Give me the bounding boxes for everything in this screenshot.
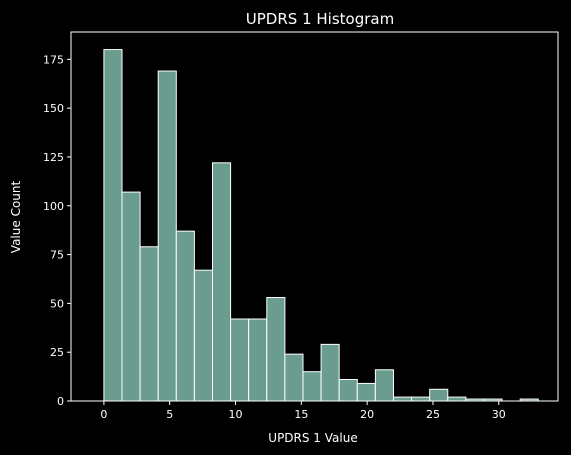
y-tick-label: 150 <box>43 102 64 115</box>
histogram-bar <box>356 382 376 402</box>
histogram-bar <box>392 396 413 402</box>
histogram-bar <box>284 353 304 402</box>
histogram-bar <box>447 396 467 402</box>
x-axis-label: UPDRS 1 Value <box>268 431 357 445</box>
y-tick-label: 25 <box>50 346 64 359</box>
bars-group <box>103 49 539 402</box>
x-axis: 0 5 10 15 20 25 30 <box>100 401 506 421</box>
x-tick-label: 30 <box>492 408 506 421</box>
histogram-bar <box>103 49 123 402</box>
plot-frame <box>70 31 559 402</box>
y-tick-label: 175 <box>43 53 64 66</box>
histogram-bar <box>374 369 394 402</box>
histogram-bar <box>411 396 431 402</box>
histogram-bar <box>320 343 340 402</box>
x-tick-label: 0 <box>100 408 107 421</box>
x-tick-label: 15 <box>294 408 308 421</box>
histogram-bar <box>157 70 177 402</box>
histogram-bar <box>338 379 358 402</box>
histogram-bar <box>266 297 286 402</box>
histogram-bar <box>175 230 195 402</box>
y-tick-label: 100 <box>43 200 64 213</box>
histogram-bar <box>230 318 250 402</box>
histogram-bar <box>248 318 268 402</box>
histogram-bar <box>121 191 141 402</box>
x-tick-label: 25 <box>426 408 440 421</box>
chart-title: UPDRS 1 Histogram <box>246 10 394 28</box>
histogram-bar <box>139 246 159 402</box>
histogram-bar <box>193 269 213 402</box>
y-tick-label: 0 <box>57 395 64 408</box>
histogram-bar <box>302 371 322 402</box>
y-axis-label: Value Count <box>9 181 23 254</box>
y-tick-label: 75 <box>50 249 64 262</box>
x-tick-label: 10 <box>229 408 243 421</box>
y-tick-label: 125 <box>43 151 64 164</box>
x-tick-label: 5 <box>166 408 173 421</box>
y-tick-label: 50 <box>50 297 64 310</box>
histogram-bar <box>211 162 232 402</box>
histogram-bar <box>429 388 449 402</box>
x-tick-label: 20 <box>360 408 374 421</box>
y-axis: 0 25 50 75 100 125 150 175 <box>43 53 71 408</box>
